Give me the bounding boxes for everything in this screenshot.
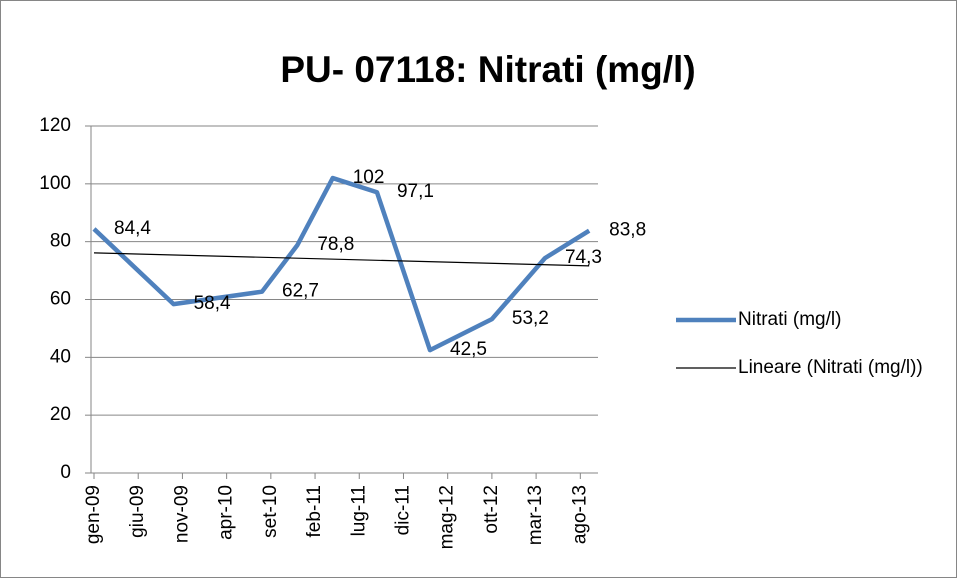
- data-label: 78,8: [317, 234, 354, 255]
- data-label: 97,1: [397, 181, 434, 202]
- trendline: [93, 252, 590, 267]
- y-tick-label: 120: [39, 115, 71, 136]
- x-tick-label: mar-13: [525, 485, 546, 545]
- y-tick-label: 0: [60, 462, 71, 483]
- legend-label: Lineare (Nitrati (mg/l)): [738, 357, 923, 378]
- data-label: 42,5: [450, 339, 487, 360]
- x-tick-label: ott-12: [481, 485, 502, 534]
- x-tick-label: nov-09: [171, 485, 192, 543]
- data-label: 74,3: [565, 247, 602, 268]
- data-line: [92, 175, 591, 353]
- x-tick-label: ago-13: [569, 485, 590, 544]
- chart-title: PU- 07118: Nitrati (mg/l): [280, 49, 695, 90]
- x-tick-label: set-10: [260, 485, 281, 538]
- y-tick-label: 20: [50, 404, 71, 425]
- data-label: 53,2: [512, 308, 549, 329]
- y-tick-label: 80: [50, 231, 71, 252]
- x-tick-label: apr-10: [216, 485, 237, 540]
- x-tick-label: dic-11: [392, 485, 413, 535]
- y-tick-label: 100: [39, 173, 71, 194]
- y-tick-label: 60: [50, 289, 71, 310]
- x-tick-label: feb-11: [304, 485, 325, 537]
- data-label: 84,4: [114, 218, 151, 239]
- data-label: 83,8: [609, 220, 646, 241]
- y-tick-label: 40: [50, 346, 71, 367]
- legend-label: Nitrati (mg/l): [738, 309, 841, 330]
- data-label: 102: [353, 167, 385, 188]
- x-tick-label: mag-12: [437, 485, 458, 549]
- x-tick-label: lug-11: [348, 485, 369, 536]
- x-tick-label: giu-09: [127, 485, 148, 538]
- x-tick-label: gen-09: [83, 485, 104, 544]
- data-label: 62,7: [282, 281, 319, 302]
- data-label: 58,4: [194, 293, 231, 314]
